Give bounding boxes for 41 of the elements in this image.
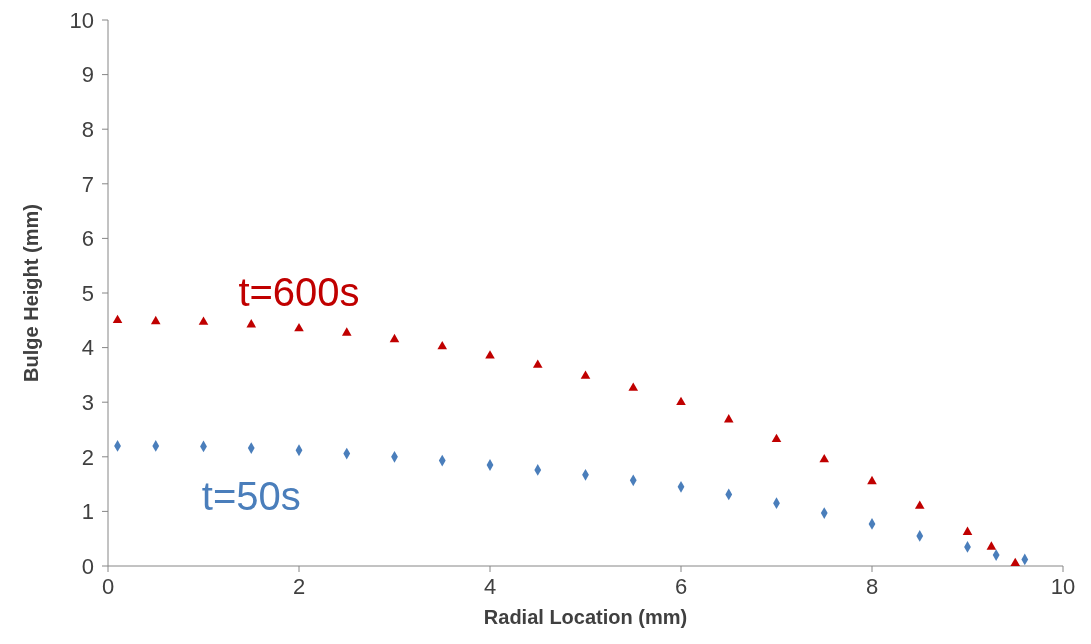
y-tick-label: 7: [81, 171, 94, 197]
point: [819, 453, 830, 463]
y-tick-label: 3: [81, 389, 94, 415]
point: [867, 475, 877, 485]
y-tick-label: 6: [81, 226, 94, 252]
point: [532, 359, 543, 368]
y-tick-label: 8: [81, 116, 94, 142]
point: [962, 526, 973, 535]
x-tick-label: 2: [292, 574, 306, 599]
point: [150, 315, 161, 325]
point: [628, 382, 639, 391]
x-tick-label: 4: [483, 574, 497, 599]
x-tick-label: 6: [674, 574, 688, 599]
x-tick-label: 0: [101, 574, 115, 599]
point: [389, 333, 400, 343]
point: [198, 316, 209, 325]
x-axis-title: Radial Location (mm): [483, 606, 688, 628]
x-tick-label: 10: [1050, 574, 1076, 599]
y-tick-label: 0: [81, 553, 94, 579]
point: [580, 370, 591, 379]
y-axis-title: Bulge Height (mm): [20, 204, 42, 382]
point: [485, 350, 495, 359]
point: [914, 500, 925, 509]
point: [294, 322, 304, 332]
series-label: t=50s: [201, 474, 301, 519]
point: [1010, 557, 1021, 567]
point: [676, 396, 686, 405]
y-tick-label: 9: [81, 62, 94, 88]
y-tick-label: 10: [69, 7, 94, 33]
point: [437, 340, 448, 350]
point: [771, 433, 782, 443]
series-label: t=600s: [238, 270, 360, 315]
y-tick-label: 5: [81, 280, 94, 306]
y-tick-label: 1: [81, 499, 94, 525]
y-tick-label: 2: [81, 444, 94, 470]
x-tick-label: 8: [865, 574, 879, 599]
point: [341, 327, 352, 336]
point: [723, 414, 734, 423]
y-tick-label: 4: [81, 335, 94, 361]
point: [986, 541, 997, 550]
point: [112, 314, 123, 324]
